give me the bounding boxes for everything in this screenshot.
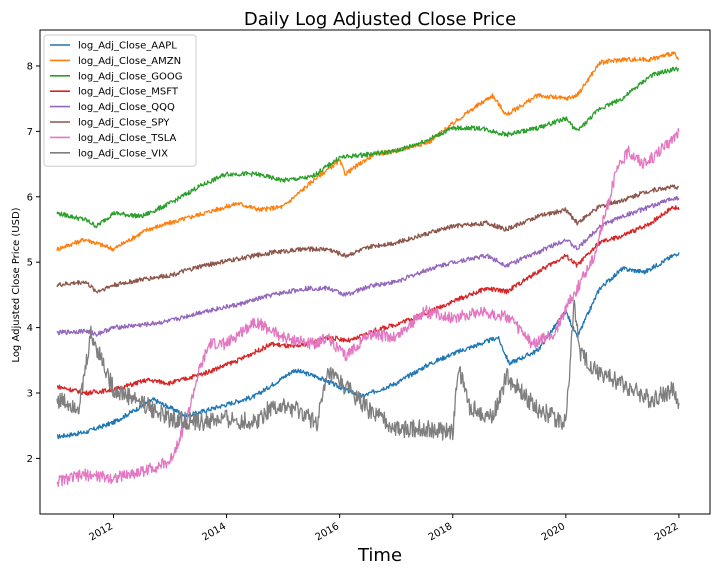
legend-entry: log_Adj_Close_QQQ: [78, 102, 175, 113]
x-tick-label: 2016: [314, 521, 342, 543]
x-tick-label: 2014: [201, 521, 229, 543]
series-line-4: [56, 205, 680, 396]
legend-entry: log_Adj_Close_VIX: [78, 148, 168, 159]
series-line-2: [56, 51, 680, 252]
y-tick-label: 8: [27, 61, 33, 72]
series-line-6: [56, 184, 680, 294]
series-line-7: [56, 127, 680, 488]
legend-entry: log_Adj_Close_SPY: [78, 118, 170, 129]
series-line-8: [56, 299, 680, 441]
x-tick-label: 2018: [427, 521, 455, 543]
y-tick-label: 2: [27, 454, 33, 465]
legend-entry: log_Adj_Close_MSFT: [78, 87, 179, 98]
legend-entry: log_Adj_Close_AMZN: [78, 56, 181, 67]
series-line-5: [56, 195, 680, 337]
y-tick-label: 5: [27, 258, 33, 269]
chart-title: Daily Log Adjusted Close Price: [244, 9, 516, 30]
y-tick-label: 4: [27, 323, 33, 334]
series-line-3: [56, 66, 680, 229]
y-axis: 2 3 4 5 6 7 8: [27, 61, 40, 465]
legend-entry: log_Adj_Close_AAPL: [78, 41, 177, 52]
legend-entry: log_Adj_Close_TSLA: [78, 133, 177, 144]
y-tick-label: 6: [27, 192, 33, 203]
series-layer: [56, 51, 680, 488]
y-tick-label: 3: [27, 389, 33, 400]
x-tick-label: 2020: [540, 521, 568, 543]
x-axis: 2012 2014 2016 2018 2020 2022: [87, 514, 680, 543]
legend-box: [43, 34, 197, 167]
plot-frame: [39, 29, 711, 515]
legend-entry: log_Adj_Close_GOOG: [78, 71, 183, 82]
legend: log_Adj_Close_AAPL log_Adj_Close_AMZN log_…: [43, 34, 197, 167]
x-tick-label: 2022: [653, 521, 681, 543]
x-axis-title: Time: [357, 545, 402, 566]
y-axis-title: Log Adjusted Close Price (USD): [11, 207, 22, 362]
y-tick-label: 7: [27, 127, 33, 138]
x-tick-label: 2012: [87, 521, 115, 543]
series-line-1: [56, 252, 680, 440]
